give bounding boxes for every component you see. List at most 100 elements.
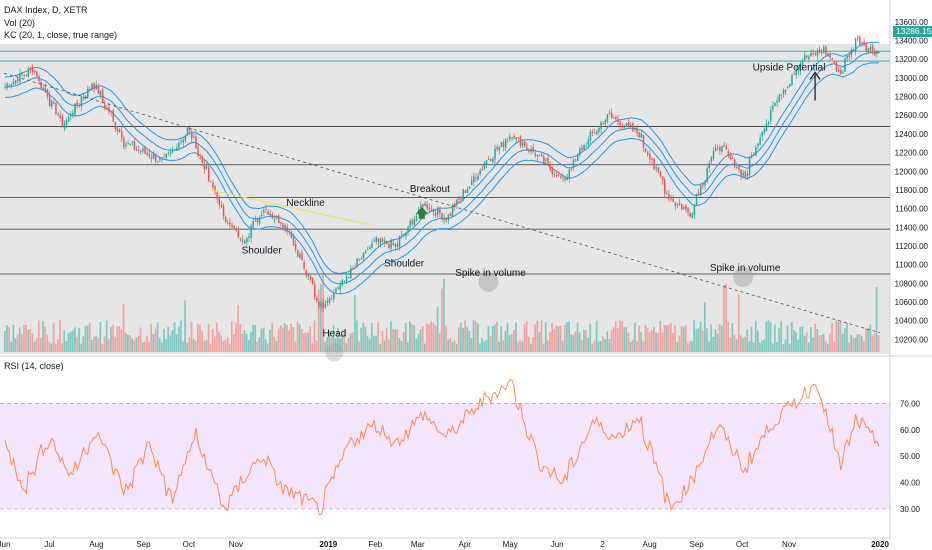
candlesticks — [4, 34, 880, 313]
candle-body — [76, 102, 78, 107]
volume-bar — [194, 340, 197, 352]
volume-indicator-label[interactable]: Vol (20) — [4, 18, 36, 28]
candle-body — [827, 53, 829, 56]
volume-bar — [612, 327, 615, 352]
volume-bar — [16, 334, 19, 352]
time-tick-label: 2019 — [319, 540, 337, 549]
candle-body — [14, 80, 17, 84]
volume-bar — [443, 278, 445, 352]
volume-bar — [445, 325, 447, 352]
candle-body — [466, 189, 469, 193]
candle-body — [564, 178, 566, 180]
candle-body — [184, 136, 187, 141]
candle-body — [481, 168, 484, 171]
candle-body — [61, 116, 64, 128]
candle-body — [106, 106, 108, 108]
candle-body — [231, 225, 233, 227]
volume-bar — [761, 340, 763, 352]
volume-bar — [483, 341, 486, 352]
volume-bar — [112, 324, 114, 352]
volume-bar — [650, 330, 653, 352]
candle-body — [148, 153, 151, 157]
candle-body — [738, 165, 740, 170]
candle-body — [25, 74, 28, 76]
price-tick-label: 13000.00 — [895, 74, 929, 83]
volume-bar — [360, 327, 363, 352]
candle-body — [99, 90, 102, 95]
volume-bar — [305, 332, 307, 352]
candle-body — [613, 117, 615, 119]
candle-body — [432, 209, 435, 213]
volume-bar — [822, 333, 825, 352]
keltner-indicator-label[interactable]: KC (20, 1, close, true range) — [4, 30, 118, 40]
candle-body — [220, 204, 223, 208]
candle-body — [269, 213, 271, 216]
volume-bar — [733, 334, 736, 352]
volume-bar — [744, 336, 746, 352]
upside-arrow-head-icon — [809, 71, 821, 80]
candle-body — [451, 205, 454, 217]
time-axis[interactable]: Jun Jul Aug Sep Oct Nov 2019 Feb Mar Apr May Jun 2 Au… — [0, 540, 889, 549]
price-tick-label: 11200.00 — [895, 242, 928, 251]
candle-body — [511, 137, 513, 139]
volume-bar — [396, 329, 399, 352]
drawings — [3, 71, 881, 362]
candle-body — [313, 284, 316, 298]
candle-body — [133, 141, 136, 150]
volume-bar — [203, 341, 206, 352]
rsi-indicator-label[interactable]: RSI (14, close) — [4, 361, 64, 371]
volume-bar — [670, 322, 672, 352]
volume-bar — [557, 326, 560, 352]
volume-bar — [587, 337, 590, 352]
volume-bar — [97, 338, 100, 352]
volume-bar — [574, 331, 577, 352]
volume-bar — [349, 333, 352, 352]
volume-bar — [793, 330, 795, 352]
price-axis[interactable]: 10200.00 10400.00 10600.00 10800.00 11000.00… — [895, 18, 929, 344]
price-tick-label: 12800.00 — [895, 93, 929, 102]
volume-bar — [754, 320, 757, 352]
volume-bar — [362, 322, 365, 352]
candle-body — [352, 268, 354, 270]
candle-body — [570, 168, 573, 170]
candle-body — [40, 81, 42, 89]
candle-body — [772, 105, 774, 110]
candle-body — [430, 208, 433, 210]
rsi-pane — [0, 379, 890, 515]
candle-body — [695, 194, 698, 206]
candle-body — [127, 143, 129, 144]
candle-body — [271, 214, 274, 219]
candle-body — [108, 107, 110, 113]
candle-body — [782, 89, 785, 94]
candle-body — [638, 132, 641, 138]
volume-bar — [63, 330, 66, 352]
volume-bar — [137, 335, 140, 352]
candle-body — [31, 66, 34, 73]
candle-body — [354, 267, 356, 269]
candle-body — [649, 154, 651, 160]
candle-body — [549, 165, 551, 170]
symbol-title[interactable]: DAX Index, D, XETR — [4, 5, 88, 15]
candle-body — [543, 156, 545, 163]
volume-bar — [667, 324, 670, 352]
candle-body — [820, 52, 823, 54]
candle-body — [120, 131, 123, 139]
volume-bar — [578, 332, 581, 352]
volume-bar — [6, 325, 8, 352]
volume-bar — [517, 342, 520, 352]
volume-bar — [375, 336, 377, 352]
candle-body — [659, 171, 662, 177]
volume-bar — [680, 326, 683, 352]
candle-body — [152, 154, 155, 159]
volume-bar — [572, 335, 575, 352]
candle-body — [8, 85, 11, 87]
volume-bar — [235, 323, 237, 352]
candle-body — [553, 174, 556, 176]
rsi-axis[interactable]: 30.00 40.00 50.00 60.00 70.00 — [900, 400, 921, 514]
volume-bar — [90, 339, 93, 352]
head-marker — [325, 343, 344, 362]
candle-body — [615, 117, 617, 119]
candle-body — [324, 303, 327, 308]
candle-body — [193, 136, 195, 138]
